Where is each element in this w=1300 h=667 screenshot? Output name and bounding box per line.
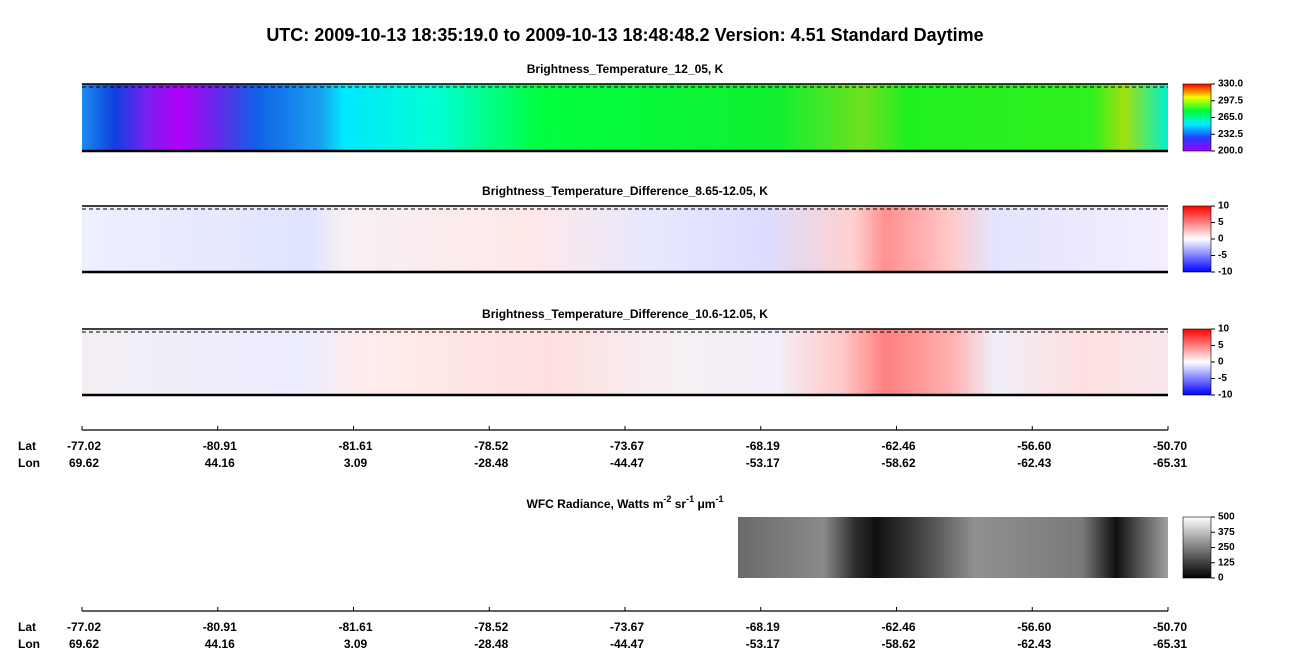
lat-tick-label: -62.46: [881, 620, 915, 634]
lon-tick-label: 44.16: [205, 456, 235, 470]
lat-tick-label: -50.70: [1153, 620, 1187, 634]
page-title: UTC: 2009-10-13 18:35:19.0 to 2009-10-13…: [266, 25, 983, 45]
colorbar-tick-label: 5: [1218, 340, 1224, 351]
colorbar-tick-label: 250: [1218, 542, 1235, 553]
axis-label: Lat: [18, 439, 36, 453]
lon-tick-label: -62.43: [1017, 456, 1051, 470]
lon-tick-label: -28.48: [474, 456, 508, 470]
lat-tick-label: -78.52: [474, 439, 508, 453]
colorbar-tick-label: 125: [1218, 557, 1235, 568]
axis-label: Lon: [18, 456, 40, 470]
lat-tick-label: -80.91: [203, 620, 237, 634]
lon-tick-label: 69.62: [69, 637, 99, 651]
lat-tick-label: -62.46: [881, 439, 915, 453]
lon-tick-label: -65.31: [1153, 637, 1187, 651]
colorbar-tick-label: 232.5: [1218, 129, 1243, 140]
colorbar: [1182, 205, 1212, 273]
colorbar-tick-label: 0: [1218, 357, 1224, 368]
lon-tick-label: -44.47: [610, 637, 644, 651]
colorbar-tick-label: 10: [1218, 201, 1230, 212]
colorbar-tick-label: -5: [1218, 373, 1227, 384]
lat-tick-label: -56.60: [1017, 620, 1051, 634]
lon-tick-label: -62.43: [1017, 637, 1051, 651]
colorbar-tick-label: 330.0: [1218, 79, 1243, 90]
lon-tick-label: -53.17: [746, 456, 780, 470]
colorbar-tick-label: 297.5: [1218, 95, 1243, 106]
lon-tick-label: -53.17: [746, 637, 780, 651]
lon-tick-label: -65.31: [1153, 456, 1187, 470]
image-panel: [82, 206, 1168, 272]
colorbar-tick-label: 265.0: [1218, 112, 1243, 123]
lon-tick-label: 69.62: [69, 456, 99, 470]
panel-title: Brightness_Temperature_12_05, K: [527, 62, 724, 76]
image-panel: [82, 329, 1168, 395]
lat-tick-label: -78.52: [474, 620, 508, 634]
panel-title: WFC Radiance, Watts m-2 sr-1 μm-1: [527, 494, 724, 511]
lat-tick-label: -81.61: [338, 620, 372, 634]
axis-label: Lat: [18, 620, 36, 634]
lat-tick-label: -73.67: [610, 439, 644, 453]
lon-tick-label: 3.09: [344, 637, 368, 651]
lat-tick-label: -56.60: [1017, 439, 1051, 453]
lon-tick-label: 44.16: [205, 637, 235, 651]
colorbar-tick-label: 0: [1218, 573, 1224, 584]
colorbar-tick-label: 5: [1218, 217, 1224, 228]
lat-tick-label: -77.02: [67, 620, 101, 634]
lon-tick-label: -44.47: [610, 456, 644, 470]
colorbar-tick-label: 200.0: [1218, 146, 1243, 157]
colorbar-tick-label: 0: [1218, 234, 1224, 245]
colorbar: [1182, 516, 1212, 579]
panel-title: Brightness_Temperature_Difference_8.65-1…: [482, 184, 768, 198]
colorbar-tick-label: 375: [1218, 527, 1235, 538]
colorbar: [1182, 328, 1212, 396]
colorbar-tick-label: 500: [1218, 512, 1235, 523]
lon-tick-label: -58.62: [881, 637, 915, 651]
colorbar-tick-label: -10: [1218, 267, 1233, 278]
lat-tick-label: -68.19: [746, 620, 780, 634]
lat-tick-label: -73.67: [610, 620, 644, 634]
colorbar-tick-label: -10: [1218, 390, 1233, 401]
image-panel: [82, 84, 1168, 151]
lat-tick-label: -77.02: [67, 439, 101, 453]
colorbar: [1182, 83, 1212, 152]
colorbar-tick-label: -5: [1218, 250, 1227, 261]
lat-tick-label: -81.61: [338, 439, 372, 453]
image-panel: [738, 517, 1168, 578]
axis-label: Lon: [18, 637, 40, 651]
lat-tick-label: -50.70: [1153, 439, 1187, 453]
lat-tick-label: -80.91: [203, 439, 237, 453]
lon-tick-label: -28.48: [474, 637, 508, 651]
colorbar-tick-label: 10: [1218, 324, 1230, 335]
lat-tick-label: -68.19: [746, 439, 780, 453]
lon-tick-label: -58.62: [881, 456, 915, 470]
panel-title: Brightness_Temperature_Difference_10.6-1…: [482, 307, 768, 321]
lon-tick-label: 3.09: [344, 456, 368, 470]
